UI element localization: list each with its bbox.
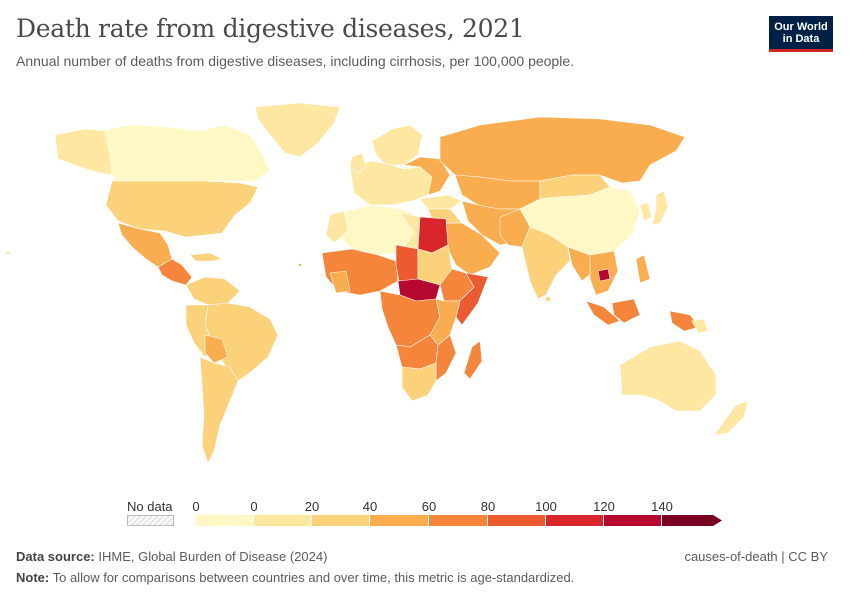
region-philippines[interactable] bbox=[635, 254, 651, 284]
legend-arrow-icon bbox=[713, 515, 722, 526]
region-europe-north[interactable] bbox=[371, 124, 423, 166]
region-uk[interactable] bbox=[349, 152, 367, 174]
owid-logo[interactable]: Our World in Data bbox=[769, 16, 833, 52]
logo-line-1: Our World bbox=[774, 21, 828, 33]
region-argentina-chile[interactable] bbox=[199, 356, 239, 464]
legend-swatch-4[interactable] bbox=[429, 515, 488, 526]
region-papua[interactable] bbox=[669, 310, 701, 332]
region-west-africa-coast[interactable] bbox=[329, 270, 351, 294]
region-korea[interactable] bbox=[639, 202, 653, 222]
legend-swatch-3[interactable] bbox=[370, 515, 429, 526]
legend-swatch-5[interactable] bbox=[488, 515, 546, 526]
region-hawaii[interactable] bbox=[6, 251, 10, 255]
region-west-africa[interactable] bbox=[321, 248, 399, 296]
note: Note: To allow for comparisons between c… bbox=[16, 570, 574, 585]
region-sri-lanka[interactable] bbox=[546, 297, 550, 301]
region-turkey[interactable] bbox=[419, 194, 463, 210]
region-central-america[interactable] bbox=[157, 258, 193, 286]
region-india[interactable] bbox=[521, 226, 571, 300]
region-australia[interactable] bbox=[619, 340, 717, 412]
region-bolivia[interactable] bbox=[204, 334, 229, 364]
data-source-link[interactable]: IHME, Global Burden of Disease (2024) bbox=[98, 549, 328, 564]
legend-swatch-7[interactable] bbox=[604, 515, 662, 526]
legend-tick-6: 100 bbox=[535, 499, 557, 514]
region-bangladesh-myanmar[interactable] bbox=[567, 246, 593, 282]
region-canada[interactable] bbox=[99, 124, 271, 182]
legend-tick-5: 80 bbox=[480, 499, 496, 514]
region-greenland[interactable] bbox=[254, 102, 341, 158]
logo-line-2: in Data bbox=[782, 33, 820, 45]
legend-tick-8: 140 bbox=[651, 499, 673, 514]
legend-tick-3: 40 bbox=[362, 499, 378, 514]
legend-tick-1: 0 bbox=[250, 499, 258, 514]
region-alaska[interactable] bbox=[54, 128, 113, 176]
region-caribbean[interactable] bbox=[189, 252, 223, 262]
region-cambodia[interactable] bbox=[597, 268, 611, 282]
region-cape-verde[interactable] bbox=[298, 263, 302, 267]
region-russia[interactable] bbox=[439, 116, 686, 184]
region-somalia[interactable] bbox=[455, 272, 489, 326]
no-data-label: No data bbox=[127, 499, 173, 514]
legend-swatch-2[interactable] bbox=[312, 515, 370, 526]
region-europe-east[interactable] bbox=[403, 156, 451, 196]
legend-swatch-6[interactable] bbox=[546, 515, 604, 526]
legend-swatch-8[interactable] bbox=[662, 515, 714, 526]
legend-tick-2: 20 bbox=[304, 499, 320, 514]
region-colombia-venezuela[interactable] bbox=[185, 276, 241, 306]
region-indonesia-west[interactable] bbox=[585, 300, 621, 326]
world-map[interactable] bbox=[0, 95, 850, 485]
no-data-swatch[interactable] bbox=[127, 515, 174, 526]
chart-title: Death rate from digestive diseases, 2021 bbox=[16, 14, 525, 43]
region-madagascar[interactable] bbox=[463, 340, 483, 380]
chart-subtitle: Annual number of deaths from digestive d… bbox=[16, 53, 574, 69]
legend-tick-0: 0 bbox=[192, 499, 200, 514]
note-text: To allow for comparisons between countri… bbox=[52, 570, 575, 585]
legend-swatch-1[interactable] bbox=[254, 515, 312, 526]
color-legend: No data 0 0 20 40 60 80 100 120 140 bbox=[0, 495, 850, 535]
region-united-states[interactable] bbox=[105, 180, 259, 238]
region-new-zealand[interactable] bbox=[713, 400, 749, 436]
note-label: Note: bbox=[16, 570, 50, 585]
legend-tick-4: 60 bbox=[421, 499, 437, 514]
data-source-label: Data source: bbox=[16, 549, 95, 564]
license-text[interactable]: causes-of-death | CC BY bbox=[684, 549, 828, 564]
legend-tick-7: 120 bbox=[593, 499, 615, 514]
data-source: Data source: IHME, Global Burden of Dise… bbox=[16, 549, 327, 564]
region-indonesia-east[interactable] bbox=[611, 298, 641, 324]
region-pacific-islands[interactable] bbox=[691, 318, 709, 334]
region-morocco[interactable] bbox=[325, 210, 349, 244]
region-southern-africa[interactable] bbox=[401, 362, 437, 402]
legend-swatch-0[interactable] bbox=[196, 515, 254, 526]
region-japan[interactable] bbox=[651, 190, 669, 226]
